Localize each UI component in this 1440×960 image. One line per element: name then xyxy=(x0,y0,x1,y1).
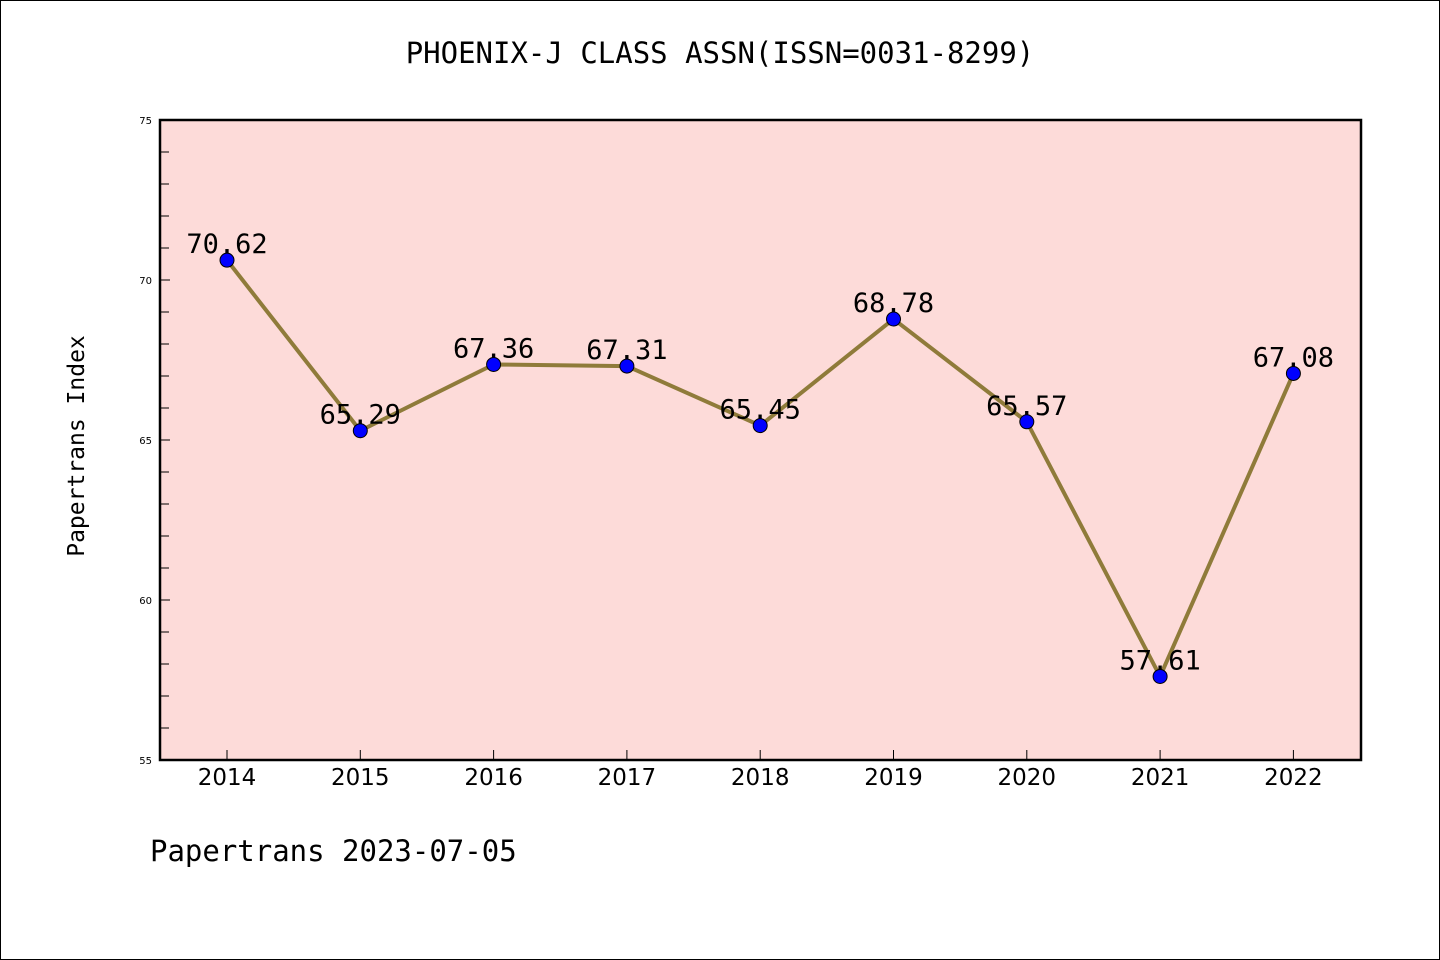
data-label: 57.61 xyxy=(1119,645,1200,676)
x-tick-label: 2022 xyxy=(1264,765,1323,791)
y-tick-label: 70 xyxy=(139,276,152,287)
data-label: 67.08 xyxy=(1253,342,1334,373)
data-label: 65.29 xyxy=(320,400,401,431)
x-axis: 2014 2015 2016 2017 2018 2019 2020 2021 2022 xyxy=(198,750,1323,791)
plot-area xyxy=(160,120,1361,760)
x-tick-label: 2020 xyxy=(998,765,1057,791)
data-label: 65.57 xyxy=(986,391,1067,422)
data-label: 65.45 xyxy=(720,395,801,426)
x-tick-label: 2017 xyxy=(598,765,657,791)
chart-title: PHOENIX-J CLASS ASSN(ISSN=0031-8299) xyxy=(405,36,1035,70)
data-point xyxy=(1019,414,1035,430)
data-point xyxy=(886,311,901,327)
x-tick-label: 2014 xyxy=(198,765,257,791)
data-point xyxy=(619,358,635,374)
x-tick-label: 2021 xyxy=(1131,765,1190,791)
x-tick-label: 2015 xyxy=(331,765,390,791)
data-point xyxy=(1285,365,1301,381)
footer-note: Papertrans 2023-07-05 xyxy=(150,834,517,868)
data-point xyxy=(752,418,768,434)
data-point xyxy=(219,252,235,268)
data-labels: 70.62 65.29 67.36 67.31 65.45 68.78 65.57 57.61… xyxy=(186,229,1334,676)
data-label: 67.36 xyxy=(453,333,534,364)
y-tick-label: 55 xyxy=(139,756,152,767)
data-point xyxy=(352,423,368,439)
data-label: 68.78 xyxy=(853,288,934,319)
x-tick-label: 2019 xyxy=(864,765,923,791)
y-tick-label: 60 xyxy=(139,596,152,607)
y-tick-label: 75 xyxy=(139,116,152,127)
data-label: 67.31 xyxy=(586,335,667,366)
x-tick-label: 2018 xyxy=(731,765,790,791)
x-tick-label: 2016 xyxy=(464,765,523,791)
data-point xyxy=(486,356,502,372)
plot-border xyxy=(158,118,1363,762)
y-axis-label: Papertrans Index xyxy=(64,335,90,557)
data-label: 70.62 xyxy=(186,229,267,260)
data-point xyxy=(1152,668,1168,684)
series-markers xyxy=(219,252,1301,684)
y-tick-label: 65 xyxy=(139,436,152,447)
